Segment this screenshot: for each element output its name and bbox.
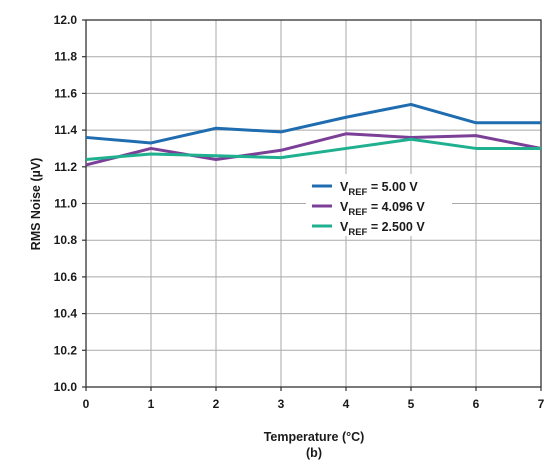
legend-label-3: VREF = 2.500 V <box>340 220 425 238</box>
legend-label-1: VREF = 5.00 V <box>340 180 418 198</box>
y-tick-label: 10.6 <box>54 270 78 284</box>
y-tick-label: 11.8 <box>54 50 77 64</box>
series-line-1 <box>85 102 541 145</box>
series-line-2 <box>85 132 542 167</box>
x-tick-label: 0 <box>83 397 90 411</box>
y-tick-label: 11.6 <box>54 86 77 100</box>
chart-caption: (b) <box>306 446 322 460</box>
y-tick-label: 10.2 <box>54 343 78 357</box>
series-layer <box>85 102 542 167</box>
y-axis-title: RMS Noise (µV) <box>29 158 43 251</box>
x-tick-label: 4 <box>343 397 350 411</box>
y-tick-label: 10.4 <box>54 307 78 321</box>
x-axis-title: Temperature (°C) <box>264 430 365 444</box>
series-line-3 <box>85 137 541 161</box>
y-tick-label: 12.0 <box>54 13 78 27</box>
x-tick-label: 1 <box>148 397 155 411</box>
x-tick-label: 6 <box>473 397 480 411</box>
legend: VREF = 5.00 V VREF = 4.096 V VREF = 2.500 … <box>306 174 452 238</box>
x-tick-label: 3 <box>278 397 285 411</box>
legend-label-2: VREF = 4.096 V <box>340 200 425 218</box>
y-tick-label: 10.8 <box>54 233 78 247</box>
y-tick-label: 11.2 <box>54 160 77 174</box>
y-tick-label: 11.4 <box>54 123 77 137</box>
tick-labels: 0 1 2 3 4 5 6 7 10.0 10.2 10.4 10.6 10.8 11.0 11.2 11.4… <box>54 13 545 411</box>
x-tick-label: 5 <box>408 397 415 411</box>
x-tick-label: 2 <box>213 397 220 411</box>
plot-border <box>85 19 542 388</box>
plot-frame <box>85 19 542 388</box>
y-tick-label: 10.0 <box>54 380 78 394</box>
x-tick-label: 7 <box>538 397 545 411</box>
y-tick-label: 11.0 <box>54 197 77 211</box>
